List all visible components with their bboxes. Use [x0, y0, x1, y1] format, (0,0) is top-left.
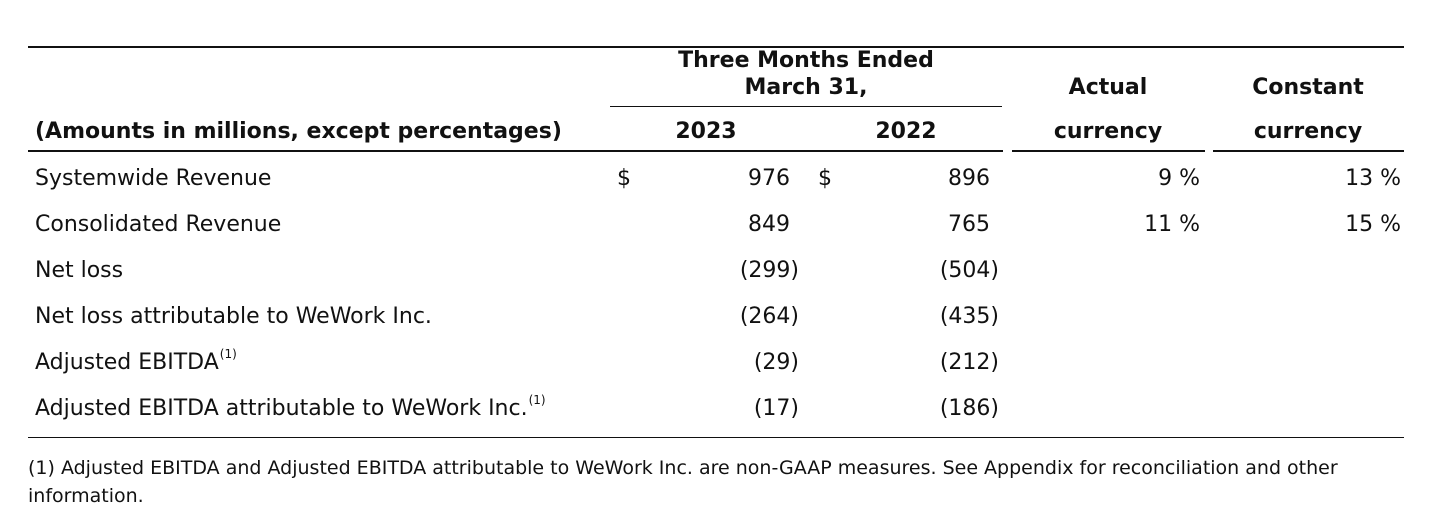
footnote-marker: (1) — [219, 347, 237, 361]
table-top-rule — [28, 46, 1404, 48]
constant-header-bottom-rule — [1213, 150, 1404, 152]
actual-currency-change: 9 % — [1158, 166, 1200, 191]
value-2022: 896 — [948, 166, 990, 191]
row-label: Adjusted EBITDA attributable to WeWork I… — [35, 394, 546, 421]
actual-header-line1: Actual — [1068, 75, 1148, 100]
row-label-text: Adjusted EBITDA attributable to WeWork I… — [35, 396, 528, 421]
value-2022: 765 — [948, 212, 990, 237]
value-2022: (186) — [939, 396, 999, 421]
period-header-rule — [610, 106, 1002, 107]
row-label-header: (Amounts in millions, except percentages… — [35, 119, 562, 144]
row-label: Systemwide Revenue — [35, 166, 272, 191]
value-2022: (212) — [939, 350, 999, 375]
actual-header-line2: currency — [1053, 119, 1163, 144]
constant-header-line2: currency — [1253, 119, 1363, 144]
row-label: Net loss attributable to WeWork Inc. — [35, 304, 432, 329]
value-2023: (264) — [739, 304, 799, 329]
table-bottom-rule — [28, 437, 1404, 438]
currency-symbol-2023: $ — [617, 166, 631, 191]
value-2023: (17) — [753, 396, 799, 421]
value-2023: (299) — [739, 258, 799, 283]
currency-symbol-2022: $ — [818, 166, 832, 191]
footnote-marker: (1) — [528, 393, 546, 407]
footnote-text: (1) Adjusted EBITDA and Adjusted EBITDA … — [28, 457, 1338, 507]
value-2023: (29) — [753, 350, 799, 375]
constant-header-line1: Constant — [1252, 75, 1364, 100]
constant-currency-change: 13 % — [1345, 166, 1401, 191]
year-2022-header: 2022 — [875, 119, 937, 144]
actual-currency-change: 11 % — [1144, 212, 1200, 237]
year-2023-header: 2023 — [675, 119, 737, 144]
period-header-line2: March 31, — [744, 75, 868, 100]
row-label: Adjusted EBITDA(1) — [35, 348, 237, 375]
actual-header-bottom-rule — [1012, 150, 1205, 152]
value-2022: (435) — [939, 304, 999, 329]
value-2022: (504) — [939, 258, 999, 283]
constant-currency-change: 15 % — [1345, 212, 1401, 237]
value-2023: 976 — [748, 166, 790, 191]
row-label: Consolidated Revenue — [35, 212, 282, 237]
value-2023: 849 — [748, 212, 790, 237]
header-bottom-rule — [28, 150, 1003, 152]
row-label: Net loss — [35, 258, 124, 283]
row-label-text: Adjusted EBITDA — [35, 350, 219, 375]
period-header-line1: Three Months Ended — [678, 48, 934, 73]
